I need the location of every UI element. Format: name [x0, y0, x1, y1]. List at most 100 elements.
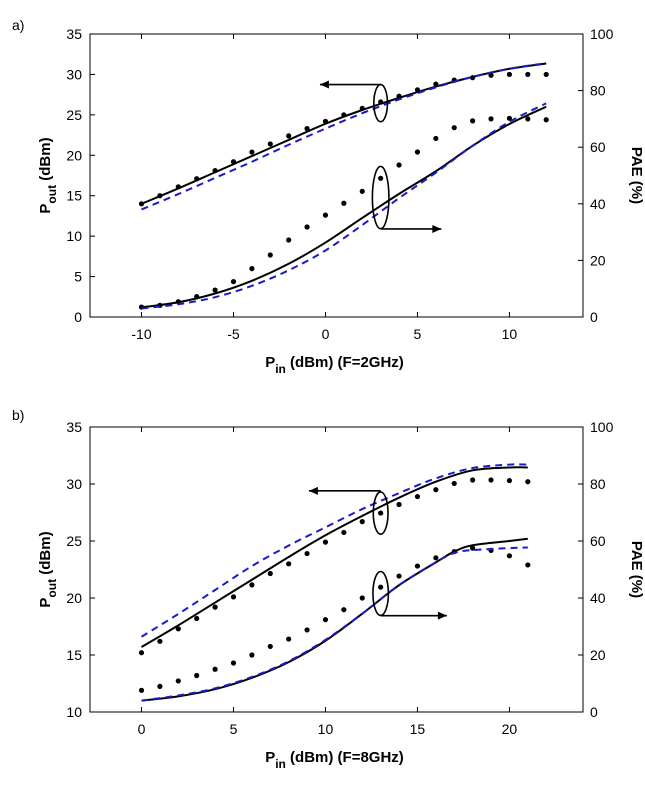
x-label-rest: (dBm) (F=2GHz)	[286, 354, 404, 371]
series-pout-model-dashed	[140, 463, 528, 638]
data-point	[378, 175, 384, 181]
data-point	[267, 252, 273, 258]
data-point	[286, 133, 292, 139]
y-left-tick-label: 25	[66, 533, 82, 549]
data-point	[341, 529, 347, 536]
data-point	[396, 162, 402, 168]
y-left-label-main: P	[37, 204, 54, 214]
y-left-tick-label: 35	[66, 419, 82, 435]
data-point	[175, 626, 181, 632]
series-pout-model-dashed	[141, 62, 547, 211]
data-point	[322, 617, 329, 623]
data-point	[525, 479, 531, 485]
y-right-tick-label: 0	[590, 309, 598, 325]
ellipse-marker	[372, 570, 390, 617]
data-point	[138, 650, 145, 656]
data-point	[414, 493, 421, 500]
arrow-head-icon	[432, 224, 442, 233]
x-label-main: P	[265, 749, 275, 766]
chart-b: b) 0 5 10 15 20 10 15 20 25 30 35 0 20 40 60 80 100 Pin (d…	[12, 407, 645, 771]
series-pout-measured	[138, 477, 531, 656]
data-point	[175, 678, 181, 684]
x-tick-label: 10	[318, 721, 334, 737]
data-point	[267, 643, 273, 650]
data-point	[230, 594, 237, 600]
y-left-tick-label: 10	[66, 228, 82, 244]
y-right-tick-label: 20	[590, 252, 606, 268]
arrow-head-icon	[437, 611, 447, 620]
y-right-tick-label: 100	[590, 419, 614, 435]
data-point	[414, 149, 421, 155]
data-point	[525, 562, 531, 568]
data-point	[543, 71, 549, 78]
data-point	[304, 126, 310, 132]
series-pout-model-solid	[140, 466, 528, 648]
data-point	[451, 125, 457, 131]
chart-a: a)-10 -5 0 5 1005101520253035020406080100Pin…	[12, 17, 645, 376]
x-tick-label: 5	[414, 326, 422, 342]
y-left-label-rest: (dBm)	[37, 531, 54, 579]
x-tick-label: -10	[131, 326, 151, 342]
data-point	[433, 487, 439, 493]
annotation-left-axis	[319, 80, 389, 123]
y-right-axis-label: PAE (%)	[628, 541, 645, 598]
y-right-tick-label: 40	[590, 196, 606, 212]
y-right-tick-label: 0	[590, 704, 598, 720]
y-left-tick-label: 30	[66, 476, 82, 492]
data-point	[341, 607, 347, 613]
data-point	[249, 149, 255, 155]
data-point	[194, 615, 200, 622]
series-pae-model-dashed	[141, 546, 528, 702]
y-right-tick-label: 80	[590, 476, 606, 492]
data-point	[506, 115, 513, 121]
y-right-axis-label: PAE (%)	[628, 147, 645, 204]
y-left-axis-label: Pout (dBm)	[37, 531, 59, 607]
data-point	[525, 71, 531, 78]
data-point	[212, 604, 218, 610]
x-tick-label: 5	[230, 721, 238, 737]
y-left-tick-label: 5	[74, 269, 82, 285]
data-point	[230, 660, 237, 666]
y-right-tick-label: 60	[590, 533, 606, 549]
data-point	[286, 561, 292, 567]
x-axis-label: Pin (dBm) (F=2GHz)	[265, 354, 404, 376]
y-left-tick-label: 15	[66, 647, 82, 663]
annotation-right-axis	[371, 165, 442, 233]
data-point	[304, 627, 310, 633]
x-tick-label: 10	[502, 326, 518, 342]
x-tick-label: 0	[322, 326, 330, 342]
annotation-left-axis	[308, 486, 389, 535]
x-tick-label: 0	[138, 721, 146, 737]
data-point	[359, 595, 365, 601]
y-left-label-sub: out	[45, 579, 59, 598]
data-point	[212, 666, 218, 672]
x-label-main: P	[265, 354, 275, 371]
series-pae-model-solid	[141, 105, 547, 309]
data-point	[249, 652, 255, 658]
data-point	[378, 510, 384, 516]
data-point	[506, 553, 513, 559]
data-point	[451, 480, 457, 487]
data-point	[396, 573, 402, 579]
data-point	[543, 117, 549, 123]
data-point	[322, 539, 329, 545]
data-point	[157, 683, 163, 689]
data-point	[488, 477, 494, 483]
data-point	[157, 638, 163, 644]
panel-label: a)	[12, 17, 24, 33]
series-pae-model-solid	[141, 537, 528, 702]
data-point	[212, 287, 218, 293]
arrow-head-icon	[308, 486, 318, 495]
data-point	[506, 477, 513, 484]
data-point	[488, 116, 494, 122]
plot-frame	[89, 33, 584, 318]
data-point	[470, 477, 476, 483]
data-point	[433, 135, 439, 142]
data-point	[525, 116, 531, 122]
data-point	[396, 501, 402, 508]
data-point	[359, 188, 365, 194]
y-right-tick-label: 20	[590, 647, 606, 663]
y-right-tick-label: 100	[590, 26, 614, 42]
series-pae-measured	[138, 115, 549, 310]
